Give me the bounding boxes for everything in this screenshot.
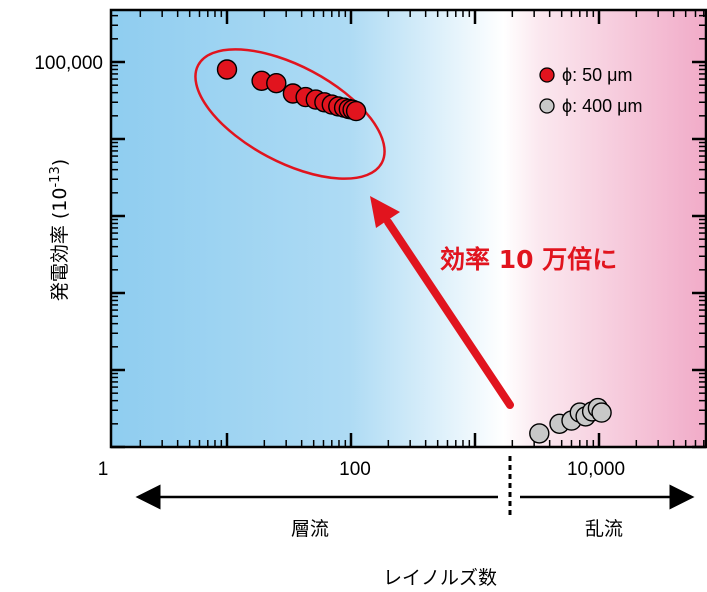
y-axis-title-sup: -13 [48,166,63,187]
legend-label-50um: ϕ: 50 μm [562,65,632,85]
x-axis-title: レイノルズ数 [383,567,497,589]
y-axis-title-main: 発電効率 (10 [49,188,71,302]
data-point [267,74,286,93]
efficiency-annotation: 効率 10 万倍に [440,245,617,274]
y-tick-label-100000: 100,000 [34,53,103,74]
data-point [530,424,549,443]
laminar-label: 層流 [291,518,329,540]
data-point [218,60,237,79]
x-tick-label-10000: 10,000 [567,459,625,480]
legend-marker-400um [540,99,554,113]
data-point [347,102,366,121]
legend-marker-50um [540,68,554,82]
x-tick-label-1: 1 [98,459,109,480]
y-axis-title-end: ) [49,159,71,166]
x-tick-label-100: 100 [339,459,371,480]
data-point [592,403,611,422]
y-axis-title: 発電効率 (10-13) [48,159,71,301]
turbulent-label: 乱流 [585,518,623,540]
legend-label-400um: ϕ: 400 μm [562,96,642,116]
